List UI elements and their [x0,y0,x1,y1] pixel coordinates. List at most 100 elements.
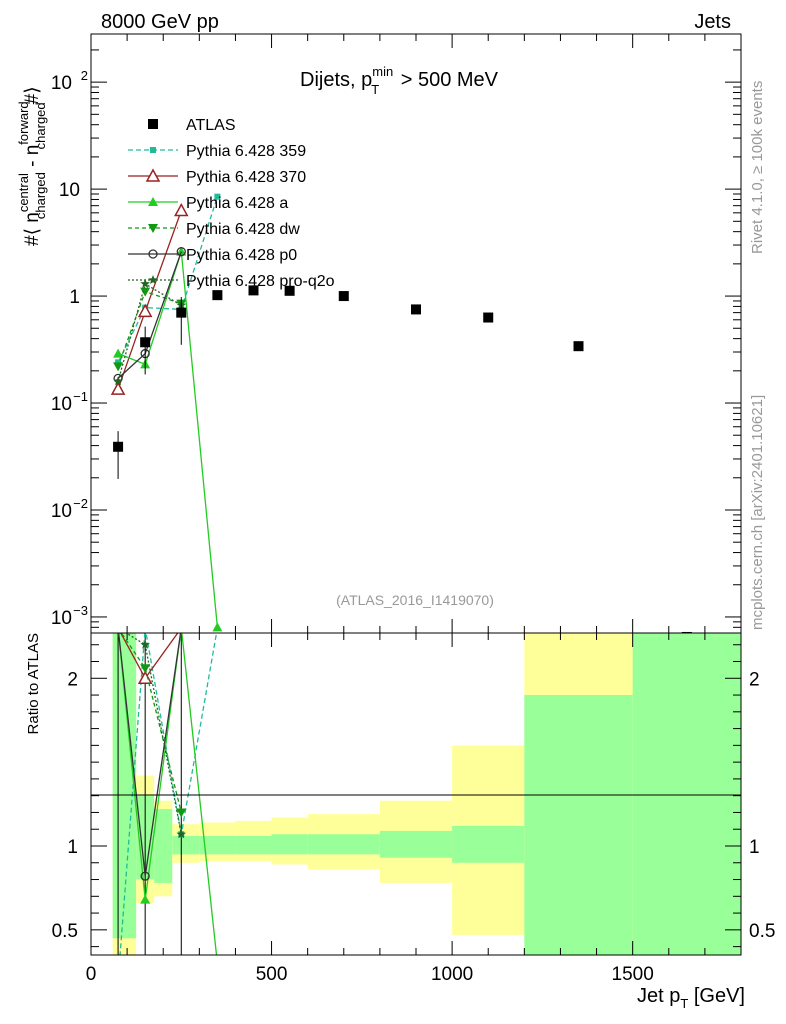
y-tick-label-ratio-2: 2 [67,669,78,690]
x-tick-label-500: 500 [256,964,288,985]
band-stat-11 [524,695,633,955]
band-stat-9 [379,830,453,858]
data-point-0 [113,441,124,452]
y-tick-label-main-5: 10 [51,73,72,94]
y-tick-label-main-4: 10 [59,180,80,201]
ratio-point-2-1 [140,894,151,904]
x-tick-label-1000: 1000 [431,964,473,985]
ratio-point-1-1 [137,670,153,685]
main-line-3 [117,290,182,367]
mcplots-label: mcplots.cern.ch [arXiv:2401.10621] [749,395,766,630]
band-stat-7 [271,834,308,855]
main-point-2-2 [176,246,187,256]
data-point-4 [248,285,259,296]
y-axis-label-ratio: Ratio to ATLAS [25,633,42,734]
ratio-line-2 [117,633,218,955]
y-tick-exp-main-5: 2 [81,68,88,83]
y-tick-label-main-3: 1 [69,287,80,308]
main-point-4-2 [176,247,186,257]
legend-label-atlas: ATLAS [186,117,236,134]
legend-marker-3 [148,224,158,233]
ratio-point-5-1 [140,639,150,649]
main-point-1-2 [174,202,189,217]
main-point-3-1 [140,287,151,297]
legend-label-3: Pythia 6.428 dw [186,221,300,238]
legend-label-1: Pythia 6.428 370 [186,169,306,186]
y-tick-exp-main-0: −3 [73,603,88,618]
main-point-0-0 [115,359,122,366]
ratio-point-3-2 [176,808,187,818]
band-stat-5 [199,835,236,855]
main-plot-area [110,193,692,633]
legend-marker-5 [148,275,158,284]
main-point-1-1 [137,303,153,318]
legend-marker-4 [148,249,158,259]
y-tick-label-main-0: 10 [51,608,72,629]
ratio-series [117,633,218,955]
band-stat-6 [235,835,272,855]
main-point-0-3 [214,193,221,200]
ratio-line-5 [124,633,182,835]
data-point-8 [483,312,494,323]
y-tick-label-ratio-0: 0.5 [52,921,78,942]
x-axis-label: Jet pT [GeV] [637,985,745,1011]
legend-label-4: Pythia 6.428 p0 [186,247,297,264]
ratio-line-0 [119,633,218,955]
legend-label-2: Pythia 6.428 a [186,195,288,212]
header-left: 8000 GeV pp [101,11,219,33]
y-tick-label-main-2: 10 [51,394,72,415]
data-point-5 [284,285,295,296]
main-point-5-0 [113,376,123,386]
main-point-5-1 [140,278,150,288]
main-series [110,193,692,633]
ratio-plot-area [117,633,218,955]
data-point-9 [573,341,584,352]
y-axis-label-main: #⟨ ncentral charged - nforward charged#⟩ [16,86,48,246]
data-point-6 [338,291,349,302]
y-tick-exp-main-1: −2 [73,496,88,511]
legend-marker-0 [150,147,156,153]
main-point-1-0 [110,381,126,395]
ratio-bands [112,633,741,955]
ratio-point-4-1 [140,871,150,881]
data-point-7 [411,304,421,315]
legend: ATLAS Pythia 6.428 359 Pythia 6.428 370 Pyt… [128,117,335,290]
main-point-2-3 [212,622,223,632]
y-tick-label-ratio-right-1: 1 [749,837,760,858]
main-point-2-0 [113,348,124,358]
band-stat-8 [307,834,380,855]
legend-marker-2 [148,197,158,206]
y-tick-label-ratio-right-0: 0.5 [749,921,775,942]
rivet-label: Rivet 4.1.0, ≥ 100k events [749,81,766,254]
analysis-watermark: (ATLAS_2016_I1419070) [336,592,494,608]
band-stat-10 [452,825,525,863]
data-point-3 [212,290,223,301]
band-stat-3 [154,809,173,883]
data-point-1 [140,337,151,348]
y-tick-exp-main-2: −1 [73,389,88,404]
x-tick-label-1500: 1500 [612,964,654,985]
data-point-10 [681,631,692,633]
legend-marker-atlas [148,119,158,129]
plot-title: Dijets, pmin T > 500 MeV [300,64,499,97]
y-tick-label-ratio-1: 1 [67,837,78,858]
data-point-2 [176,307,187,318]
y-tick-label-main-1: 10 [51,501,72,522]
legend-label-0: Pythia 6.428 359 [186,143,306,160]
header-right: Jets [694,11,731,33]
band-stat-12 [632,633,741,955]
legend-label-5: Pythia 6.428 pro-q2o [186,273,335,290]
band-stat-4 [172,835,200,855]
x-tick-label-0: 0 [86,964,97,985]
ratio-point-3-1 [140,664,151,674]
main-line-0 [117,196,219,363]
ratio-point-5-2 [176,829,186,839]
y-tick-label-ratio-right-2: 2 [749,669,760,690]
ratio-line-3 [120,633,182,813]
ratio-line-4 [117,633,182,877]
main-point-3-0 [113,362,124,372]
legend-marker-1 [145,168,161,182]
main-line-2 [117,251,219,628]
